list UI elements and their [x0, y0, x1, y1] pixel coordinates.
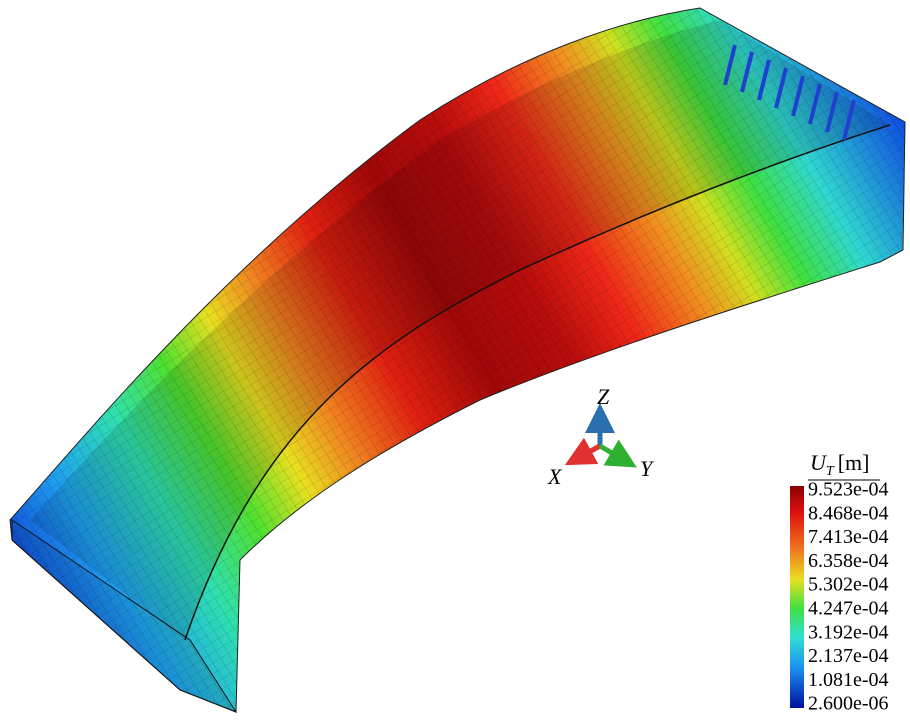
legend-unit: [m]: [838, 450, 870, 475]
legend-label: 4.247e-04: [808, 597, 889, 619]
legend-label: 7.413e-04: [808, 526, 889, 548]
legend-label: 2.137e-04: [808, 645, 889, 667]
y-label: Y: [640, 456, 655, 481]
legend-label: 6.358e-04: [808, 550, 889, 572]
z-label: Z: [597, 384, 610, 409]
x-label: X: [547, 464, 563, 489]
legend-label: 5.302e-04: [808, 574, 889, 596]
legend-subscript: T: [826, 464, 835, 479]
legend-label: 2.600e-06: [808, 693, 889, 715]
legend-label: 1.081e-04: [808, 669, 889, 691]
legend-label: 3.192e-04: [808, 621, 889, 643]
model: [10, 8, 905, 712]
legend-label: 8.468e-04: [808, 502, 889, 524]
page: Z X Y UT[m] 9.523e-048.468e-047.413e-046…: [0, 0, 910, 721]
legend: UT[m] 9.523e-048.468e-047.413e-046.358e-…: [790, 450, 889, 715]
color-bar: [790, 486, 804, 708]
y-arrow: [600, 446, 624, 460]
legend-label: 9.523e-04: [808, 479, 889, 501]
x-arrow: [578, 446, 600, 458]
legend-title: UT[m]: [810, 450, 869, 479]
axis-triad: Z X Y: [547, 384, 655, 489]
